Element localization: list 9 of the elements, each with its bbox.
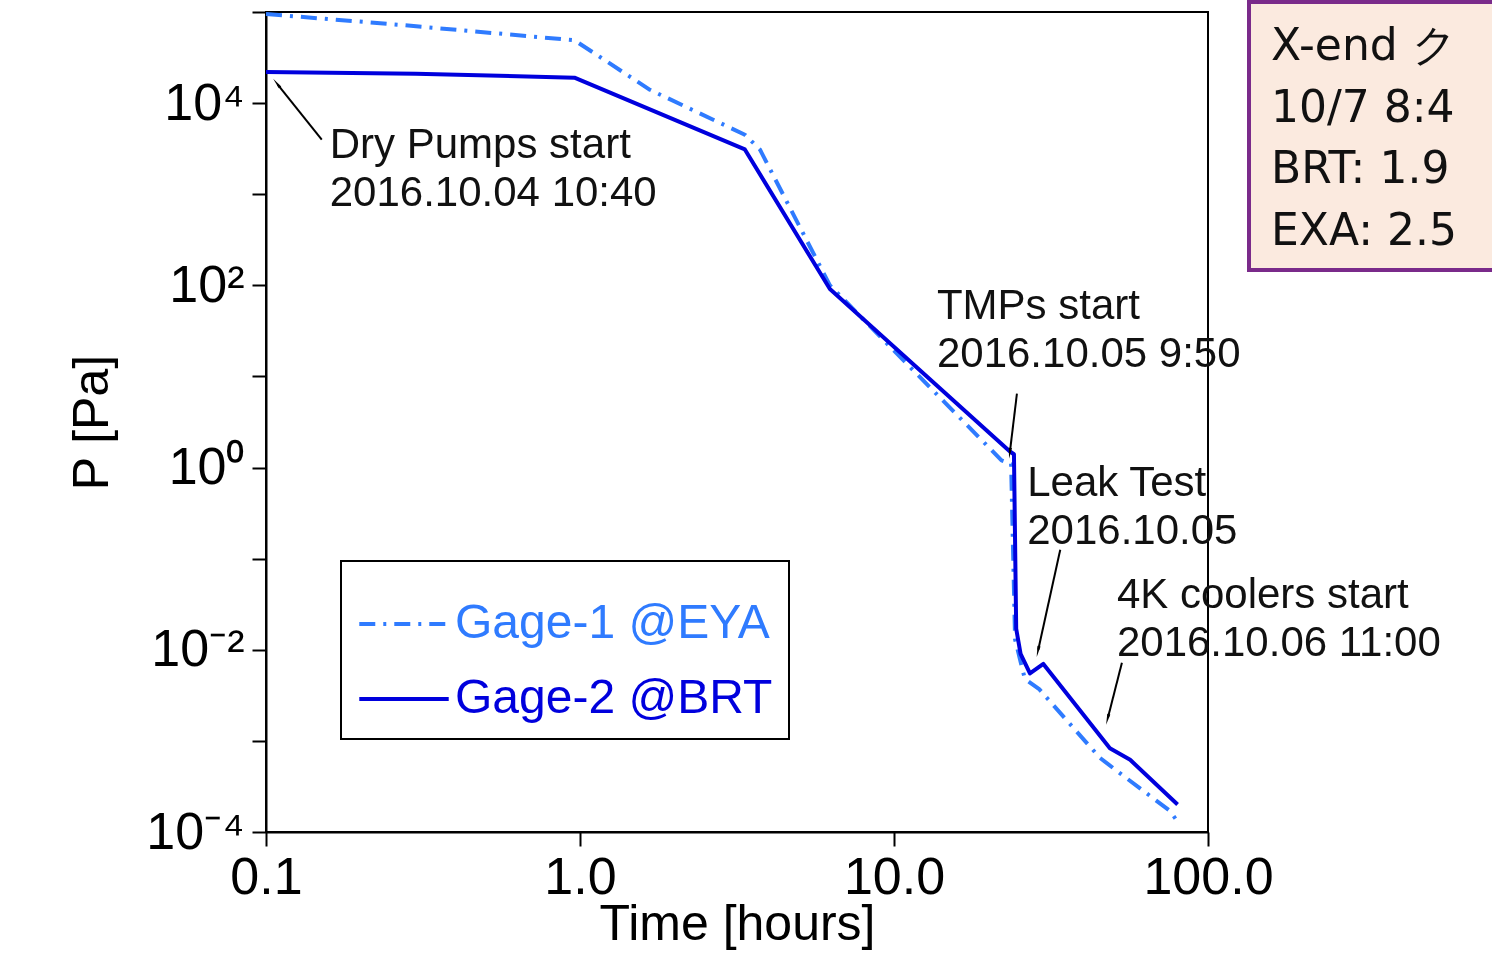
y-axis-title: P [Pa] <box>63 354 120 491</box>
x-tick-label: 100.0 <box>1143 846 1274 905</box>
y-tick-label: 10⁰ <box>168 437 245 496</box>
legend-label: Gage-1 @EYA <box>455 595 770 648</box>
y-tick-label: 10⁻² <box>151 619 245 678</box>
y-tick-label: 10⁴ <box>164 72 245 131</box>
legend-label: Gage-2 @BRT <box>455 670 773 723</box>
annotation: Dry Pumps start 2016.10.04 10:40 <box>329 119 657 215</box>
y-tick-label: 10² <box>169 254 245 313</box>
